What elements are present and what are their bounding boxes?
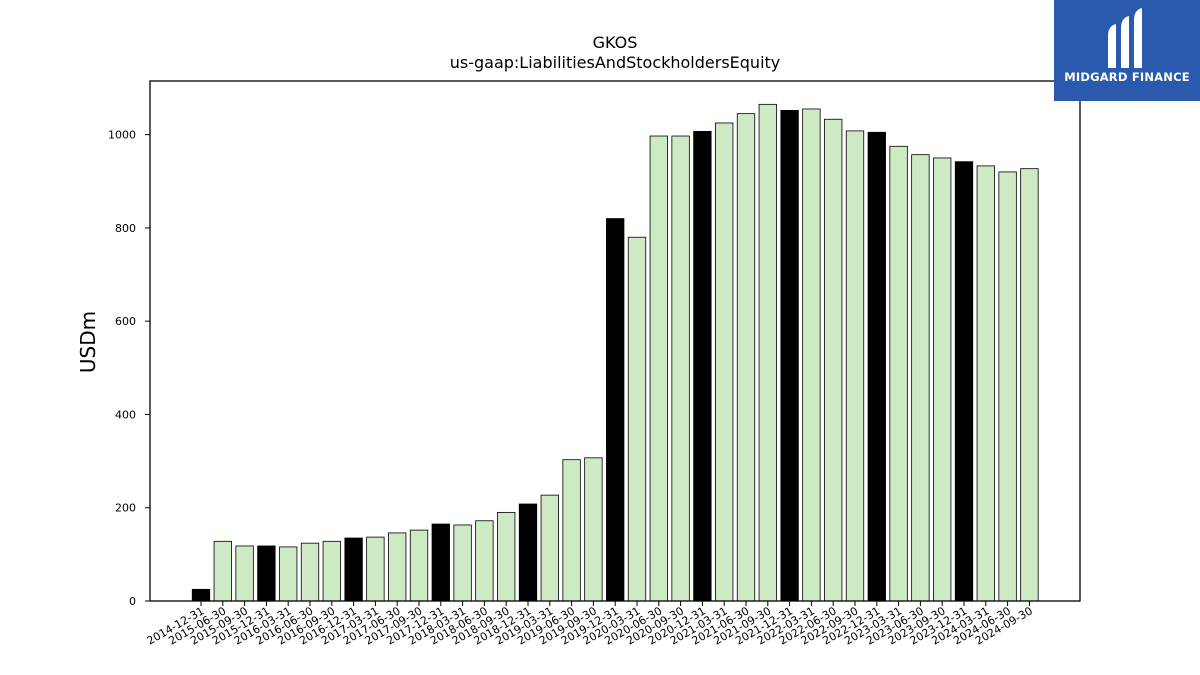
bar-2018-06-30 xyxy=(475,520,494,602)
chart-subtitle: us-gaap:LiabilitiesAndStockholdersEquity xyxy=(450,53,781,72)
logo-mark-icon xyxy=(1108,8,1142,68)
bar-2021-03-31 xyxy=(715,122,734,602)
bar-2019-06-30 xyxy=(562,459,581,602)
bar-2017-12-31 xyxy=(431,523,450,602)
bar-2022-09-30 xyxy=(845,130,865,602)
bar-2016-09-30 xyxy=(322,540,341,602)
x-axis-ticks: 2014-12-312015-06-302015-09-302015-12-31… xyxy=(145,601,1035,648)
bar-2018-09-30 xyxy=(497,511,516,602)
bar-2017-06-30 xyxy=(388,532,407,602)
bar-2018-03-31 xyxy=(453,524,472,602)
bar-2023-06-30 xyxy=(911,154,930,602)
bar-2019-12-31 xyxy=(606,218,625,602)
plot-frame xyxy=(149,80,1081,602)
brand-logo: MIDGARD FINANCE xyxy=(1054,0,1200,101)
y-tick-label: 600 xyxy=(115,315,136,328)
bar-2023-12-31 xyxy=(954,161,974,602)
bar-2021-12-31 xyxy=(780,109,799,602)
bar-2022-12-31 xyxy=(867,131,886,602)
bar-2021-06-30 xyxy=(736,113,756,602)
bar-2016-03-31 xyxy=(279,546,298,602)
bar-2017-09-30 xyxy=(409,529,429,602)
logo-text: MIDGARD FINANCE xyxy=(1064,70,1190,84)
y-axis-ticks: 0 200 400 600 800 1000 xyxy=(108,129,150,608)
bars-group xyxy=(191,103,1039,602)
bar-2024-09-30 xyxy=(1020,168,1039,602)
bar-2014-12-31 xyxy=(191,588,211,602)
bar-2023-03-31 xyxy=(889,145,908,602)
bar-2021-09-30 xyxy=(758,103,777,602)
bar-2019-09-30 xyxy=(584,457,603,602)
bar-2018-12-31 xyxy=(518,503,538,602)
y-axis-label: USDm xyxy=(76,311,100,373)
bar-2024-03-31 xyxy=(976,165,995,602)
bar-2020-09-30 xyxy=(671,135,690,602)
bar-2015-06-30 xyxy=(213,540,232,602)
bar-2016-12-31 xyxy=(344,537,363,602)
bar-2020-06-30 xyxy=(649,135,668,602)
bar-2022-03-31 xyxy=(802,108,821,602)
bar-2015-09-30 xyxy=(235,545,254,602)
chart-title: GKOS xyxy=(593,33,638,52)
bar-2017-03-31 xyxy=(366,536,385,602)
bar-2015-12-31 xyxy=(257,545,276,602)
bar-2020-12-31 xyxy=(693,130,712,602)
y-tick-label: 800 xyxy=(115,222,136,235)
y-tick-label: 200 xyxy=(115,502,136,515)
y-tick-label: 400 xyxy=(115,408,136,421)
bar-2020-03-31 xyxy=(627,236,647,602)
bar-2022-06-30 xyxy=(824,118,843,602)
y-tick-label: 0 xyxy=(129,595,136,608)
bar-2024-06-30 xyxy=(998,171,1017,602)
bar-2023-09-30 xyxy=(933,157,952,602)
y-tick-label: 1000 xyxy=(108,129,136,142)
bar-2019-03-31 xyxy=(540,494,559,602)
bar-2016-06-30 xyxy=(300,542,320,602)
